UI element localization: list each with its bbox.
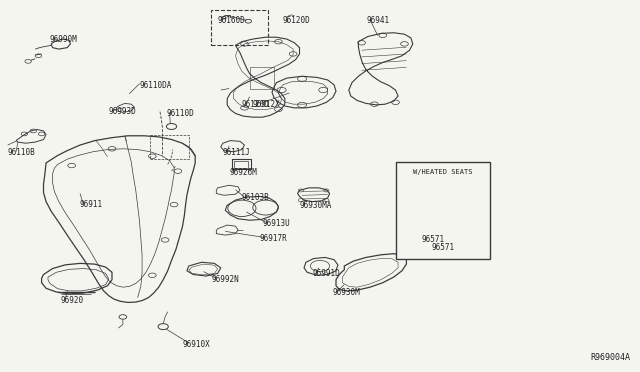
Text: 96571: 96571 xyxy=(431,243,454,252)
Text: 96930MA: 96930MA xyxy=(300,201,332,210)
Text: 96991D: 96991D xyxy=(312,269,340,278)
Text: 96917R: 96917R xyxy=(259,234,287,243)
Text: 96120D: 96120D xyxy=(283,16,310,25)
Text: 96911: 96911 xyxy=(80,200,103,209)
Text: 96120D: 96120D xyxy=(242,100,269,109)
Text: 96110DA: 96110DA xyxy=(140,81,172,90)
Text: 96111J: 96111J xyxy=(223,148,250,157)
Text: 96993D: 96993D xyxy=(109,107,136,116)
Text: 96110B: 96110B xyxy=(8,148,35,157)
Text: 96930M: 96930M xyxy=(333,288,360,296)
Text: 96920: 96920 xyxy=(61,296,84,305)
Bar xyxy=(211,10,268,45)
Text: 96571: 96571 xyxy=(421,235,444,244)
Text: 96913U: 96913U xyxy=(262,219,290,228)
Text: 96990M: 96990M xyxy=(50,35,77,44)
Text: W/HEATED SEATS: W/HEATED SEATS xyxy=(413,169,472,175)
Bar xyxy=(396,162,490,259)
Text: 96110D: 96110D xyxy=(166,109,194,118)
Text: 96912X: 96912X xyxy=(253,100,280,109)
Text: R969004A: R969004A xyxy=(590,353,630,362)
Text: 96910X: 96910X xyxy=(182,340,210,349)
Text: 96160D: 96160D xyxy=(218,16,245,25)
Text: 96103B: 96103B xyxy=(242,193,269,202)
Text: 96926M: 96926M xyxy=(229,169,257,177)
Text: 96941: 96941 xyxy=(366,16,389,25)
Text: 96992N: 96992N xyxy=(211,275,239,283)
